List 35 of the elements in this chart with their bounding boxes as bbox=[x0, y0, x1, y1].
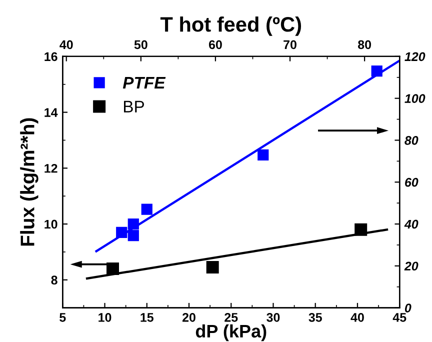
point bbox=[128, 230, 139, 242]
x2-tick-label: 80 bbox=[358, 40, 371, 50]
y-tick-label: 12 bbox=[44, 164, 58, 173]
x-tick-label: 15 bbox=[140, 313, 154, 322]
x-tick-label: 20 bbox=[182, 312, 196, 322]
x-tick-label: 35 bbox=[308, 312, 322, 322]
y-tick-label: 10 bbox=[44, 220, 58, 229]
x2-tick-label: 60 bbox=[208, 40, 222, 50]
x2-axis-title: T hot feed (ºC) bbox=[160, 16, 302, 36]
y2-tick-label: 40 bbox=[404, 220, 418, 229]
x-tick-label: 30 bbox=[266, 312, 280, 322]
y-tick-label: 8 bbox=[51, 276, 58, 285]
point bbox=[206, 261, 219, 274]
y2-tick-label: 80 bbox=[404, 136, 418, 145]
x-tick-label: 10 bbox=[98, 312, 112, 322]
legend-label: PTFE bbox=[122, 77, 166, 89]
x-tick-label: 25 bbox=[224, 312, 238, 322]
x-tick-label: 45 bbox=[392, 313, 406, 322]
y2-tick-label: 100 bbox=[404, 94, 426, 103]
x2-tick-label: 50 bbox=[134, 40, 148, 50]
legend-label: BP bbox=[124, 100, 144, 112]
y2-tick-label: 20 bbox=[404, 262, 418, 271]
x-axis-title: dP (kPa) bbox=[196, 324, 266, 342]
x-tick-label: 5 bbox=[60, 313, 66, 322]
y-tick-label: 14 bbox=[44, 108, 58, 117]
y2-tick-label: 120 bbox=[404, 52, 426, 62]
point bbox=[141, 204, 152, 215]
point bbox=[258, 149, 269, 160]
y-tick-label: 16 bbox=[44, 52, 58, 62]
y2-tick-label: 0 bbox=[404, 304, 412, 312]
y2-tick-label: 60 bbox=[405, 178, 418, 187]
x2-tick-label: 70 bbox=[284, 40, 296, 50]
y-axis-title: Flux (kg/m²*h) bbox=[20, 118, 38, 246]
x-tick-label: 40 bbox=[350, 312, 364, 322]
x2-tick-label: 40 bbox=[60, 40, 73, 50]
